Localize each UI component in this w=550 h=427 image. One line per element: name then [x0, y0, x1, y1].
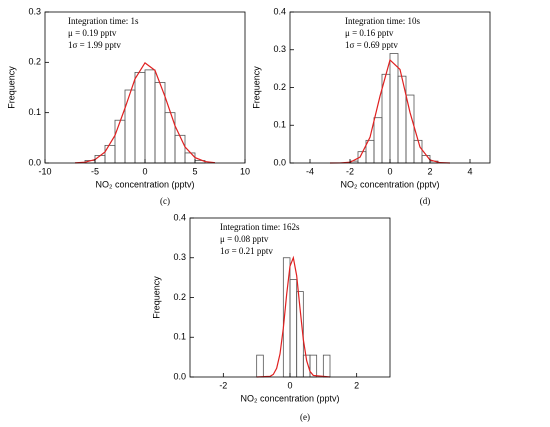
x-tick-label: 2	[354, 380, 359, 390]
bar	[413, 139, 423, 164]
y-tick-label: 0.2	[273, 82, 286, 92]
bar	[174, 134, 186, 164]
bar	[309, 354, 318, 378]
chart: -4 -2 0 2 4 0.0 0.1 0.2 0.3 0.4 NO₂ concentration …	[251, 6, 491, 206]
y-tick-label: 0.1	[273, 120, 286, 130]
bar	[381, 73, 391, 164]
annotation: μ = 0.19 pptv	[68, 28, 117, 38]
x-axis-label: NO₂ concentration (pptv)	[95, 179, 194, 189]
y-tick-label: 0.1	[173, 332, 186, 342]
x-tick-label: 0	[142, 166, 147, 176]
panel-label: (d)	[420, 196, 431, 206]
fit-curve	[74, 61, 216, 164]
fit-curve	[256, 255, 331, 378]
x-tick-label: 10	[240, 166, 250, 176]
y-tick-label: 0.2	[28, 57, 41, 67]
bar	[373, 117, 383, 164]
x-tick-label: -2	[346, 166, 354, 176]
y-tick-label: 0.4	[273, 6, 286, 16]
y-axis-label: Frequency	[251, 66, 261, 109]
y-tick-label: 0.4	[173, 212, 186, 222]
x-tick-label: 4	[467, 166, 472, 176]
bar	[184, 152, 196, 164]
bar	[322, 354, 331, 378]
y-tick-label: 0.1	[28, 107, 41, 117]
x-axis-label: NO₂ concentration (pptv)	[240, 393, 339, 403]
x-tick-label: 0	[287, 380, 292, 390]
y-tick-label: 0.2	[173, 292, 186, 302]
bar	[114, 119, 126, 164]
y-tick-label: 0.0	[173, 371, 186, 381]
x-tick-label: 0	[387, 166, 392, 176]
x-tick-label: -4	[306, 166, 314, 176]
y-tick-label: 0.0	[28, 157, 41, 167]
y-tick-label: 0.3	[273, 44, 286, 54]
x-tick-label: -5	[91, 166, 99, 176]
panel-label: (c)	[160, 196, 170, 206]
x-tick-label: -10	[38, 166, 51, 176]
annotation: 1σ = 0.21 pptv	[220, 246, 273, 256]
y-tick-label: 0.3	[173, 252, 186, 262]
x-tick-label: 2	[427, 166, 432, 176]
annotation: 1σ = 0.69 pptv	[345, 40, 398, 50]
chart: -10 -5 0 5 10 0.0 0.1 0.2 0.3 NO₂ concentration (…	[6, 6, 250, 206]
bar	[256, 354, 264, 378]
y-axis-label: Frequency	[6, 66, 16, 109]
chart: -2 0 2 0.0 0.1 0.2 0.3 0.4 NO₂ concentration (pp…	[151, 212, 391, 422]
annotation: μ = 0.08 pptv	[220, 234, 269, 244]
x-tick-label: 5	[192, 166, 197, 176]
annotation: 1σ = 1.99 pptv	[68, 40, 121, 50]
bar	[144, 69, 156, 164]
annotation: μ = 0.16 pptv	[345, 28, 394, 38]
bar	[104, 144, 116, 164]
panel-label: (e)	[300, 412, 310, 422]
bar	[134, 72, 146, 164]
bar	[154, 82, 166, 164]
bar	[124, 89, 136, 164]
y-tick-label: 0.0	[273, 157, 286, 167]
bar	[405, 94, 415, 164]
annotation: Integration time: 162s	[220, 222, 300, 232]
bar	[289, 279, 298, 378]
bar	[389, 53, 399, 164]
x-axis-label: NO₂ concentration (pptv)	[340, 179, 439, 189]
y-tick-label: 0.3	[28, 6, 41, 16]
annotation: Integration time: 1s	[68, 16, 139, 26]
x-tick-label: -2	[219, 380, 227, 390]
y-axis-label: Frequency	[151, 276, 161, 319]
annotation: Integration time: 10s	[345, 16, 420, 26]
